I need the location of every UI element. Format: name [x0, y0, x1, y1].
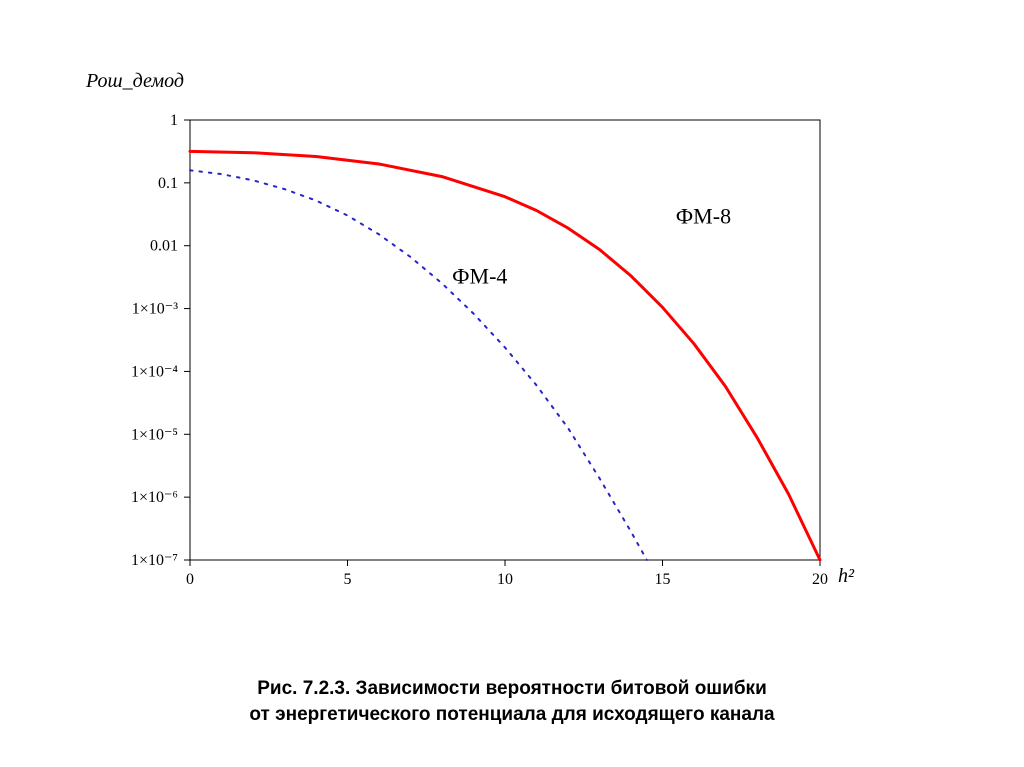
plot-box	[190, 120, 820, 560]
y-tick-label: 1×10⁻⁷	[131, 552, 178, 569]
page-root: Рош_демод 051015201×10⁻⁷1×10⁻⁶1×10⁻⁵1×10…	[0, 0, 1024, 767]
series-label-fm4: ФМ-4	[452, 263, 507, 288]
caption-line-2: от энергетического потенциала для исходя…	[249, 704, 774, 725]
y-tick-label: 1×10⁻⁶	[131, 489, 178, 506]
x-tick-label: 15	[655, 571, 671, 588]
x-axis-label: h²	[838, 565, 855, 587]
series-fm4	[190, 170, 647, 560]
y-tick-label: 1	[170, 112, 178, 129]
y-tick-label: 0.01	[150, 238, 178, 255]
figure-caption: Рис. 7.2.3. Зависимости вероятности бито…	[0, 676, 1024, 727]
y-tick-label: 1×10⁻⁴	[131, 363, 178, 380]
series-label-fm8: ФМ-8	[676, 204, 731, 229]
y-tick-label: 0.1	[158, 175, 178, 192]
x-tick-label: 0	[186, 571, 194, 588]
x-tick-label: 5	[344, 571, 352, 588]
caption-line-1: Рис. 7.2.3. Зависимости вероятности бито…	[257, 678, 767, 699]
x-tick-label: 10	[497, 571, 513, 588]
chart: 0 5 10 15 20 1×10⁻⁷ 1×10⁻⁶ 1×10⁻⁵ 1×10⁻⁴ 1×10⁻³ 0.…	[0, 0, 1024, 640]
x-tick-label: 20	[812, 571, 828, 588]
y-tick-label: 1×10⁻⁵	[131, 426, 178, 443]
y-tick-label: 1×10⁻³	[132, 301, 178, 318]
